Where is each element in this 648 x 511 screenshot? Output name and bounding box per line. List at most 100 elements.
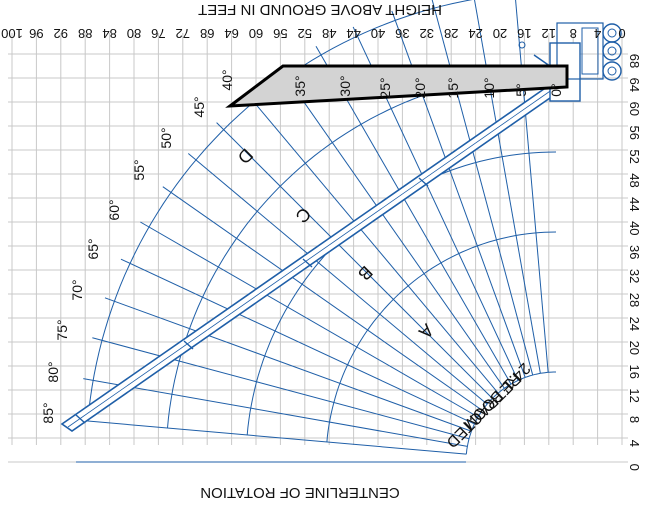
boom-angle-line	[83, 378, 468, 447]
max-height-box	[225, 64, 569, 108]
radius-tick-label: 16	[627, 364, 642, 378]
zone-label: B	[354, 262, 377, 285]
chassis-frame	[581, 27, 599, 75]
boom-angle-label: 5°	[513, 83, 529, 96]
radius-tick-label: 64	[627, 78, 642, 92]
height-tick-label: 40	[371, 26, 385, 41]
boom-angle-label: 45°	[191, 96, 207, 117]
radius-tick-label: 0	[627, 464, 642, 471]
radius-tick-label: 36	[627, 245, 642, 259]
height-tick-label: 76	[151, 26, 165, 41]
boom-angle-line	[162, 186, 483, 411]
height-tick-label: 96	[29, 26, 43, 41]
boom-angle-label: 15°	[445, 77, 461, 98]
height-tick-label: 68	[200, 26, 214, 41]
height-tick-label: 32	[420, 26, 434, 41]
radius-tick-label: 56	[627, 125, 642, 139]
wheel	[602, 23, 622, 43]
chassis	[556, 22, 604, 80]
radius-tick-label: 40	[627, 221, 642, 235]
boom-angle-line	[216, 122, 493, 399]
radius-tick-label: 4	[627, 440, 642, 447]
radius-tick-label: 48	[627, 173, 642, 187]
wheel-hub	[607, 66, 617, 76]
boom-angle-line	[77, 419, 467, 455]
height-tick-label: 100	[1, 26, 23, 41]
boom-angle-label: 85°	[40, 402, 56, 423]
height-tick-label: 44	[346, 26, 360, 41]
boom-angle-line	[474, 0, 541, 374]
boom-angle-line	[140, 221, 479, 418]
radius-tick-label: 20	[627, 341, 642, 355]
boom-angle-line	[187, 153, 488, 405]
radius-tick-label: 44	[627, 197, 642, 211]
boom-angle-label: 55°	[131, 159, 147, 180]
height-tick-label: 80	[127, 26, 141, 41]
wheel-hub	[607, 28, 617, 38]
height-tick-label: 36	[395, 26, 409, 41]
height-tick-label: 20	[493, 26, 507, 41]
height-tick-label: 12	[542, 26, 556, 41]
radius-tick-label: 32	[627, 269, 642, 283]
height-axis-title: HEIGHT ABOVE GROUND IN FEET	[198, 1, 442, 18]
range-arc	[87, 0, 473, 422]
rotation-axis-title: CENTERLINE OF ROTATION	[200, 484, 399, 501]
height-tick-label: 48	[322, 26, 336, 41]
boom-angle-label: 35°	[292, 75, 308, 96]
height-tick-label: 8	[570, 26, 577, 41]
height-tick-label: 64	[224, 26, 238, 41]
boom-angle-line	[104, 297, 472, 432]
boom-angle-line	[280, 68, 505, 389]
radius-tick-label: 12	[627, 388, 642, 402]
boom-angle-label: 20°	[412, 77, 428, 98]
retracted-label-line2: RETRACTED	[443, 370, 524, 451]
hitch	[518, 41, 526, 49]
height-tick-label: 4	[594, 26, 601, 41]
zone-label: C	[292, 204, 315, 227]
height-tick-label: 24	[468, 26, 482, 41]
height-tick-labels: 100 96 92 88 84 80 76 72 68 64 60 56 52 48 44 40 36 32 28 2…	[1, 26, 625, 41]
height-tick-label: 28	[444, 26, 458, 41]
wheel	[602, 61, 622, 81]
wheel	[602, 41, 622, 61]
boom-section-joint	[302, 258, 313, 268]
range-arc	[465, 371, 556, 455]
height-tick-label: 84	[102, 26, 116, 41]
height-tick-label: 88	[78, 26, 92, 41]
height-tick-label: 16	[517, 26, 531, 41]
boom-angle-line	[431, 0, 534, 376]
height-tick-label: 0	[618, 26, 625, 41]
zone-label: D	[234, 145, 257, 168]
zone-label: A	[415, 320, 438, 343]
boom-angle-label: 70°	[69, 279, 85, 300]
wheel-hub	[607, 46, 617, 56]
boom-angle-line	[120, 258, 475, 425]
radius-tick-label: 8	[627, 416, 642, 423]
radius-tick-label: 52	[627, 149, 642, 163]
boom-angle-line	[92, 337, 470, 440]
boom-angle-line	[247, 93, 499, 394]
boom-angle-label: 60°	[106, 199, 122, 220]
boom-angle-label: 50°	[158, 127, 174, 148]
boom-angle-label: 40°	[219, 69, 235, 90]
boom-angle-label: 65°	[85, 238, 101, 259]
height-tick-label: 56	[273, 26, 287, 41]
radius-tick-label: 24	[627, 317, 642, 331]
boom-angle-label: 25°	[377, 77, 393, 98]
height-tick-label: 52	[298, 26, 312, 41]
boom-angle-label: 0°	[548, 83, 564, 96]
boom-angle-lines	[76, 0, 549, 463]
boom-angle-label: 30°	[337, 75, 353, 96]
boom-angle-line	[315, 46, 512, 385]
boom-angle-label: 10°	[481, 77, 497, 98]
boom-angle-label: 80°	[45, 361, 61, 382]
height-tick-label: 72	[176, 26, 190, 41]
boom-section-joint	[183, 340, 194, 350]
boom-section-joint	[75, 414, 86, 424]
range-arc	[326, 231, 557, 443]
boom-angle-line	[515, 0, 549, 373]
height-tick-label: 92	[54, 26, 68, 41]
boom-angle-labels: 0° 5° 10° 15° 20° 25° 30° 35° 40° 45° 50° 55° 60° 65°…	[40, 69, 564, 423]
